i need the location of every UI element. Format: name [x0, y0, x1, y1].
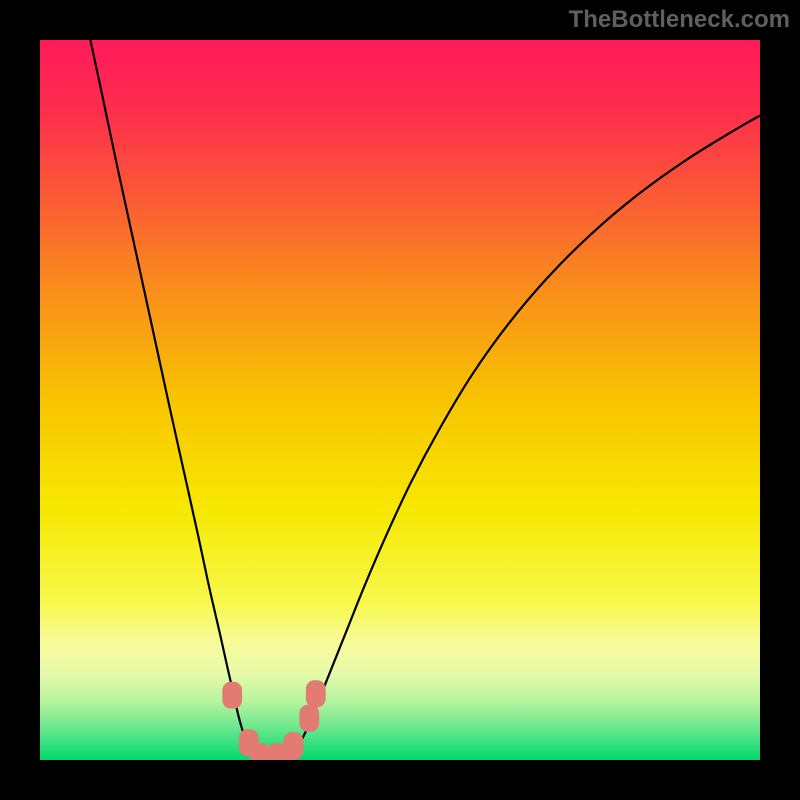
- chart-background: [40, 40, 760, 760]
- watermark-text: TheBottleneck.com: [569, 6, 790, 34]
- curve-marker: [251, 743, 270, 769]
- curve-marker: [300, 705, 319, 731]
- curve-marker: [223, 682, 242, 708]
- curve-marker: [284, 733, 303, 759]
- curve-marker: [306, 681, 325, 707]
- bottleneck-chart: [0, 0, 800, 800]
